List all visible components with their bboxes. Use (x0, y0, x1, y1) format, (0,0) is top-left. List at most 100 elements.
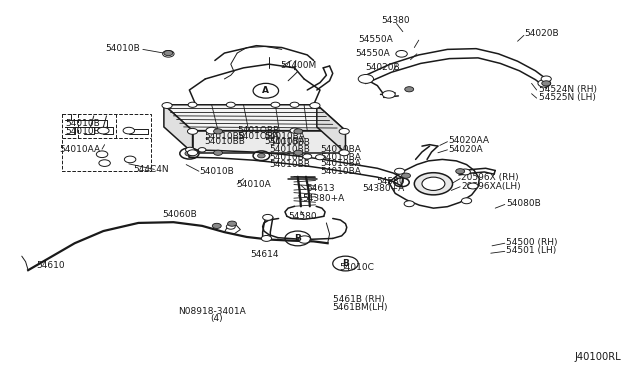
Polygon shape (317, 105, 346, 153)
Text: 54525N (LH): 54525N (LH) (539, 93, 595, 102)
Circle shape (456, 169, 465, 174)
Circle shape (298, 236, 311, 243)
Text: 54524N (RH): 54524N (RH) (539, 85, 596, 94)
Circle shape (188, 150, 198, 156)
Circle shape (290, 102, 299, 108)
Circle shape (180, 148, 199, 159)
Text: 54010B: 54010B (106, 44, 140, 53)
Text: 54613: 54613 (306, 185, 335, 193)
Circle shape (303, 154, 312, 159)
Text: 5461B (RH): 5461B (RH) (333, 295, 385, 304)
Circle shape (212, 223, 221, 228)
Circle shape (401, 173, 410, 178)
Circle shape (316, 155, 324, 160)
Text: 54020AA: 54020AA (449, 137, 490, 145)
Text: 54580: 54580 (288, 212, 316, 221)
Text: 54060B: 54060B (163, 210, 197, 219)
Text: 54020B: 54020B (524, 29, 559, 38)
Text: 54010BA: 54010BA (320, 159, 361, 169)
Text: 54010BB: 54010BB (269, 153, 310, 162)
Text: 544C4N: 544C4N (133, 165, 169, 174)
Text: 54020B: 54020B (365, 62, 400, 72)
Circle shape (253, 151, 269, 161)
Text: 54550A: 54550A (355, 49, 390, 58)
Text: 5461BM(LH): 5461BM(LH) (333, 303, 388, 312)
Polygon shape (193, 131, 346, 153)
Circle shape (198, 148, 206, 152)
Text: 54010BB: 54010BB (204, 137, 245, 146)
Text: 54010A: 54010A (236, 180, 271, 189)
Circle shape (422, 177, 445, 190)
Circle shape (262, 214, 273, 220)
Circle shape (271, 102, 280, 108)
Text: 54010BB: 54010BB (269, 145, 310, 154)
Circle shape (394, 178, 409, 187)
Circle shape (461, 198, 472, 204)
Circle shape (98, 127, 109, 134)
Circle shape (228, 221, 237, 226)
Text: A: A (262, 86, 269, 95)
Circle shape (185, 151, 194, 156)
Text: 54010AA: 54010AA (59, 145, 100, 154)
Text: 54614: 54614 (250, 250, 278, 259)
Text: 54380: 54380 (381, 16, 410, 25)
Circle shape (358, 74, 374, 83)
Circle shape (227, 224, 236, 229)
Text: B: B (342, 259, 349, 268)
Circle shape (394, 168, 404, 174)
Text: 54010B: 54010B (65, 127, 100, 136)
Circle shape (404, 201, 414, 207)
Circle shape (188, 102, 197, 108)
Circle shape (294, 150, 303, 155)
Text: 54010BA: 54010BA (264, 137, 305, 146)
Circle shape (188, 128, 198, 134)
Text: 54500 (RH): 54500 (RH) (506, 238, 557, 247)
Circle shape (339, 128, 349, 134)
Text: 54010C: 54010C (339, 263, 374, 272)
Circle shape (97, 151, 108, 158)
Text: 54010BB: 54010BB (269, 160, 310, 169)
Text: 54501 (LH): 54501 (LH) (506, 246, 556, 255)
Circle shape (541, 76, 551, 82)
Polygon shape (164, 105, 346, 131)
Text: 54010BA: 54010BA (320, 145, 361, 154)
Circle shape (186, 147, 195, 153)
Text: 54010B: 54010B (65, 119, 100, 128)
Text: B: B (294, 234, 301, 243)
Circle shape (227, 102, 236, 108)
Text: 20596X (RH): 20596X (RH) (461, 173, 519, 182)
Text: 54010BA: 54010BA (320, 167, 361, 176)
Text: 20596XA(LH): 20596XA(LH) (461, 182, 521, 190)
Circle shape (123, 127, 134, 134)
Circle shape (99, 160, 110, 166)
Text: 54010BB: 54010BB (204, 132, 245, 141)
Text: 54010BA: 54010BA (320, 153, 361, 162)
Circle shape (339, 150, 349, 156)
Text: (4): (4) (211, 314, 223, 323)
Text: 54010B: 54010B (199, 167, 234, 176)
Circle shape (468, 183, 478, 189)
Circle shape (414, 173, 452, 195)
Text: 54010BB: 54010BB (269, 138, 310, 147)
Circle shape (310, 103, 320, 109)
Text: 54380+A: 54380+A (302, 195, 344, 203)
Circle shape (294, 129, 303, 134)
Text: 54550A: 54550A (358, 35, 394, 44)
Text: 54610: 54610 (36, 261, 65, 270)
Text: 5401OBB: 5401OBB (237, 126, 279, 135)
Circle shape (162, 103, 172, 109)
Circle shape (290, 128, 299, 133)
Text: 54380+A: 54380+A (362, 185, 404, 193)
Text: J40100RL: J40100RL (574, 352, 621, 362)
Circle shape (538, 80, 550, 87)
Circle shape (460, 169, 470, 175)
Text: 54010BA: 54010BA (264, 132, 305, 141)
Text: N08918-3401A: N08918-3401A (178, 307, 246, 316)
Circle shape (257, 154, 265, 158)
Text: 54400M: 54400M (280, 61, 317, 70)
Text: 54580: 54580 (376, 177, 404, 186)
Polygon shape (164, 105, 193, 153)
Circle shape (261, 235, 271, 241)
Circle shape (164, 51, 173, 56)
Text: 5401OBA: 5401OBA (237, 132, 279, 141)
